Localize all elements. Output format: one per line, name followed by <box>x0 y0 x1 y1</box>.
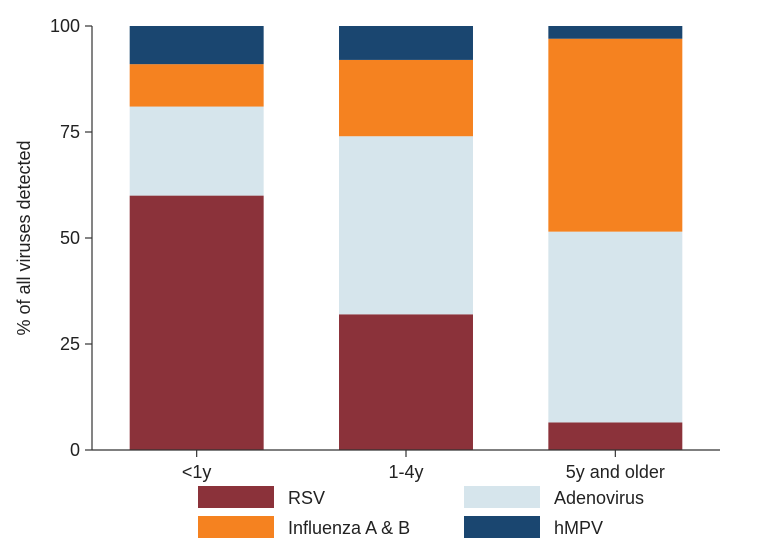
x-tick-label: <1y <box>182 462 212 482</box>
bar-rsv-1y <box>129 195 264 450</box>
legend-swatch-adenovirus <box>464 486 540 508</box>
bar-rsv-1-4y <box>339 314 473 450</box>
y-tick-label: 25 <box>60 334 80 354</box>
x-axis-ticks: <1y 1-4y 5y and older <box>182 450 665 482</box>
bar-hmpv-5y-and-older <box>548 26 683 39</box>
y-tick-label: 50 <box>60 228 80 248</box>
y-tick-label: 0 <box>70 440 80 460</box>
legend: RSV Adenovirus Influenza A & B hMPV <box>198 486 644 538</box>
bar-adenovirus-5y-and-older <box>548 231 683 423</box>
y-axis-ticks: 0 25 50 75 100 <box>50 16 92 460</box>
legend-label-rsv: RSV <box>288 488 325 508</box>
x-tick-label: 5y and older <box>566 462 665 482</box>
y-tick-label: 75 <box>60 122 80 142</box>
legend-swatch-rsv <box>198 486 274 508</box>
bar-adenovirus-1y <box>129 106 264 196</box>
legend-swatch-influenza-a-b <box>198 516 274 538</box>
legend-label-hmpv: hMPV <box>554 518 603 538</box>
legend-swatch-hmpv <box>464 516 540 538</box>
y-axis-title: % of all viruses detected <box>14 140 34 335</box>
bar-rsv-5y-and-older <box>548 422 683 450</box>
x-tick-label: 1-4y <box>388 462 423 482</box>
bar-influenza-a-b-1y <box>129 64 264 107</box>
legend-label-influenza-a-b: Influenza A & B <box>288 518 410 538</box>
y-tick-label: 100 <box>50 16 80 36</box>
bar-adenovirus-1-4y <box>339 136 473 315</box>
bar-influenza-a-b-5y-and-older <box>548 38 683 232</box>
legend-label-adenovirus: Adenovirus <box>554 488 644 508</box>
bars-layer <box>129 26 683 450</box>
bar-hmpv-1-4y <box>339 26 473 60</box>
bar-influenza-a-b-1-4y <box>339 59 473 137</box>
bar-hmpv-1y <box>129 26 264 65</box>
